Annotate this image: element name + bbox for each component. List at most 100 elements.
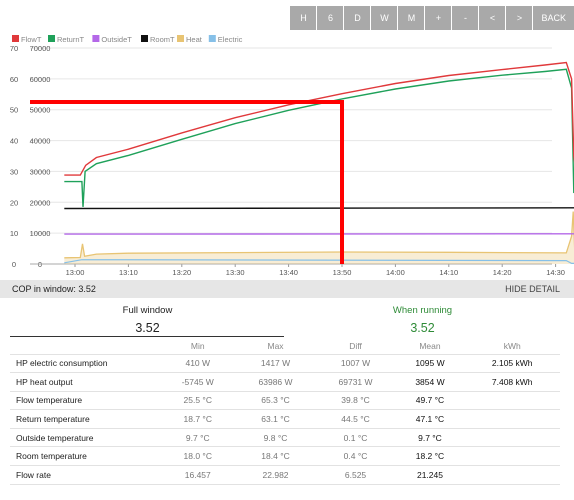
table-cell	[464, 391, 560, 411]
left-tick-label: 0	[12, 260, 16, 269]
left-tick-label: 30	[10, 167, 18, 176]
table-cell: 69731 W	[315, 372, 396, 392]
column-header: Diff	[315, 338, 396, 355]
table-cell: 6.525	[315, 465, 396, 485]
full-window-summary: Full window 3.52	[10, 302, 285, 335]
series-heat-line	[64, 211, 574, 259]
left-tick-label: 10	[10, 229, 18, 238]
when-running-cop: 3.52	[410, 321, 435, 335]
table-row: HP electric consumption 410 W 1417 W 1007 W…	[10, 354, 560, 374]
x-tick-label: 14:00	[386, 268, 405, 277]
table-cell: 18.4 °C	[235, 446, 316, 467]
when-running-summary: When running 3.52	[285, 302, 560, 335]
legend-label: Electric	[218, 35, 243, 44]
table-cell: 47.1 °C	[395, 409, 465, 429]
series-return-line	[64, 68, 574, 207]
nav-button-back[interactable]: BACK	[533, 6, 574, 30]
x-tick-label: 14:20	[493, 268, 512, 277]
x-tick-label: 13:20	[172, 268, 191, 277]
table-row: Flow temperature 25.5 °C 65.3 °C 39.8 °C 49.…	[10, 391, 560, 411]
table-cell: 65.3 °C	[235, 391, 316, 411]
table-cell: 9.7 °C	[160, 428, 236, 448]
right-tick-label: 70000	[30, 44, 51, 53]
table-cell: 2.105 kWh	[464, 354, 560, 374]
full-window-cop: 3.52	[135, 321, 160, 335]
right-tick-label: 10000	[30, 229, 51, 238]
table-cell: 7.408 kWh	[464, 372, 560, 392]
table-row: Return temperature 18.7 °C 63.1 °C 44.5 °C 4…	[10, 409, 560, 429]
right-tick-label: 30000	[30, 167, 51, 176]
nav-button-d[interactable]: D	[344, 6, 371, 30]
column-header: kWh	[464, 338, 560, 355]
table-cell: 410 W	[160, 354, 236, 374]
x-tick-label: 13:40	[279, 268, 298, 277]
legend-swatch	[48, 35, 55, 42]
nav-button-prev[interactable]: <	[479, 6, 506, 30]
column-header: Max	[235, 338, 316, 355]
left-tick-label: 50	[10, 106, 18, 115]
nav-button-next[interactable]: >	[506, 6, 533, 30]
series-electric-line	[64, 259, 574, 265]
table-cell: -5745 W	[160, 372, 236, 392]
table-row: Room temperature 18.0 °C 18.4 °C 0.4 °C 18.2…	[10, 446, 560, 467]
table-cell: 1007 W	[315, 354, 396, 374]
series-heat-area	[64, 211, 574, 264]
right-tick-label: 40000	[30, 137, 51, 146]
nav-button-h[interactable]: H	[290, 6, 317, 30]
table-cell: 39.8 °C	[315, 391, 396, 411]
table-cell	[464, 409, 560, 429]
table-cell: 63.1 °C	[235, 409, 316, 429]
table-cell: 63986 W	[235, 372, 316, 392]
legend-swatch	[12, 35, 19, 42]
left-tick-label: 20	[10, 198, 18, 207]
column-header: Mean	[395, 338, 465, 355]
table-cell: Flow rate	[10, 465, 160, 485]
column-header	[10, 338, 160, 355]
stats-table: Min Max Diff Mean kWh HP electric consumptio…	[10, 338, 560, 485]
table-cell: 44.5 °C	[315, 409, 396, 429]
legend-swatch	[92, 35, 100, 42]
table-cell	[464, 465, 560, 485]
x-tick-label: 14:10	[439, 268, 458, 277]
series-flow-line	[64, 61, 574, 176]
table-row: Flow rate 16.457 22.982 6.525 21.245	[10, 465, 560, 485]
nav-button-w[interactable]: W	[371, 6, 398, 30]
left-tick-label: 70	[10, 44, 18, 53]
table-cell: 0.1 °C	[315, 428, 396, 448]
x-tick-label: 13:50	[333, 268, 352, 277]
hide-detail-button[interactable]: HIDE DETAIL	[505, 284, 560, 294]
table-cell: HP heat output	[10, 372, 160, 392]
table-cell: 18.7 °C	[160, 409, 236, 429]
table-row: Outside temperature 9.7 °C 9.8 °C 0.1 °C 9.7…	[10, 428, 560, 448]
x-tick-label: 13:00	[66, 268, 85, 277]
table-cell: 9.8 °C	[235, 428, 316, 448]
nav-button-minus[interactable]: -	[452, 6, 479, 30]
cop-in-window-text: COP in window: 3.52	[12, 284, 96, 294]
full-window-label: Full window	[122, 305, 173, 316]
x-tick-label: 14:30	[546, 268, 565, 277]
table-cell: 3854 W	[395, 372, 465, 392]
right-tick-label: 60000	[30, 75, 51, 84]
table-cell: 18.0 °C	[160, 446, 236, 467]
table-cell: 1095 W	[395, 354, 465, 374]
table-row: HP heat output -5745 W 63986 W 69731 W 3854 …	[10, 372, 560, 392]
stats-header-row: Min Max Diff Mean kWh	[10, 338, 560, 355]
right-tick-label: 50000	[30, 106, 51, 115]
nav-button-m[interactable]: M	[398, 6, 425, 30]
legend-label: Heat	[186, 35, 203, 44]
x-tick-label: 13:30	[226, 268, 245, 277]
table-cell: Flow temperature	[10, 391, 160, 411]
selected-summary-underline	[10, 336, 284, 337]
nav-button-plus[interactable]: +	[425, 6, 452, 30]
right-tick-label: 20000	[30, 198, 51, 207]
x-tick-label: 13:10	[119, 268, 138, 277]
table-cell: 25.5 °C	[160, 391, 236, 411]
nav-button-6[interactable]: 6	[317, 6, 344, 30]
when-running-label: When running	[392, 305, 453, 316]
table-cell: Room temperature	[10, 446, 160, 467]
legend-label: FlowT	[21, 35, 42, 44]
table-cell: 16.457	[160, 465, 236, 485]
legend-label: ReturnT	[57, 35, 85, 44]
time-nav-buttons: H 6 D W M + - < > BACK	[289, 6, 574, 30]
legend-swatch	[208, 35, 216, 42]
